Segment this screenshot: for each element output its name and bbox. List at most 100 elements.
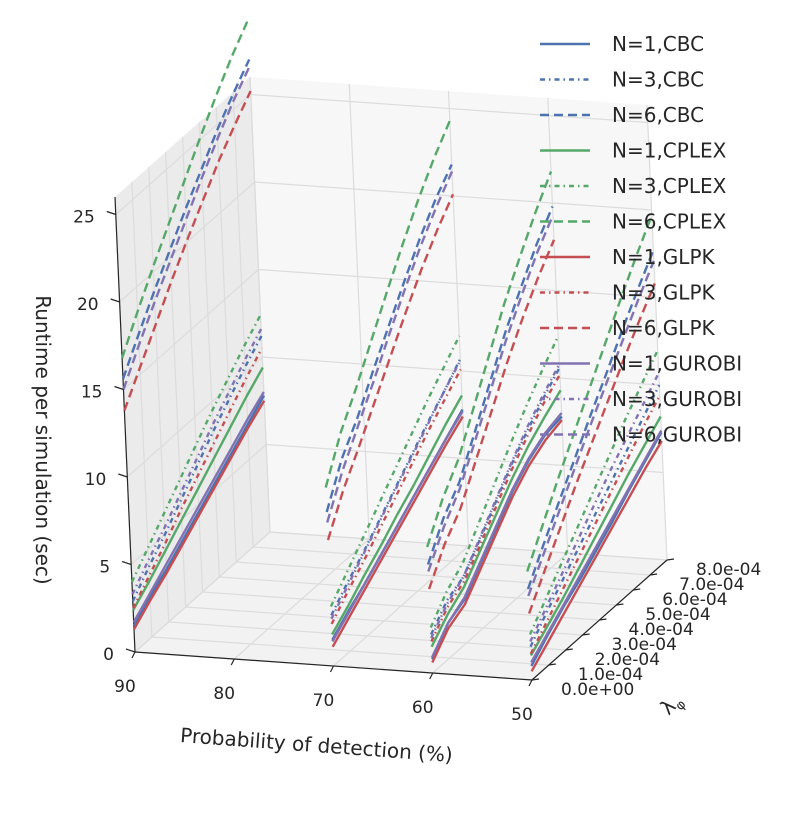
x-tick-label: 70 bbox=[313, 691, 335, 711]
series-line-pd-70 bbox=[326, 193, 455, 541]
series-line-pd-50 bbox=[529, 415, 662, 657]
y-tick-mark bbox=[582, 633, 590, 636]
series-line-pd-50 bbox=[530, 440, 663, 672]
x-tick-label: 90 bbox=[114, 677, 136, 697]
y-tick-label: 3.0e-04 bbox=[612, 635, 677, 655]
series-line-pd-60 bbox=[427, 214, 555, 572]
legend-label: N=1,GLPK bbox=[612, 245, 716, 269]
series-line-pd-70 bbox=[330, 368, 462, 625]
x-tick-mark bbox=[429, 672, 434, 680]
z-tick-mark bbox=[110, 298, 120, 303]
z-tick-mark bbox=[118, 473, 128, 478]
series-line-pd-90 bbox=[123, 90, 252, 411]
legend-item: N=3,CBC bbox=[540, 68, 704, 92]
grid-line bbox=[215, 106, 237, 563]
series-n-6-cbc bbox=[121, 58, 655, 590]
series-line-pd-70 bbox=[326, 171, 454, 523]
series-n-1-gurobi bbox=[132, 391, 663, 664]
series-n-3-cplex bbox=[130, 314, 659, 635]
y-tick-mark bbox=[666, 558, 675, 561]
y-tick-label: 0.0e+00 bbox=[561, 680, 634, 700]
series-line-pd-90 bbox=[132, 347, 263, 609]
grid-line bbox=[185, 606, 583, 636]
z-tick-label: 5 bbox=[99, 558, 110, 578]
y-tick-label: 8.0e-04 bbox=[696, 560, 761, 580]
legend-label: N=1,GUROBI bbox=[612, 352, 742, 376]
series-line-pd-60 bbox=[431, 419, 563, 664]
series-line-pd-50 bbox=[528, 349, 659, 635]
z-tick-label: 0 bbox=[103, 645, 114, 665]
series-line-pd-50 bbox=[529, 384, 661, 648]
series-line-pd-50 bbox=[527, 283, 656, 614]
grid-line bbox=[266, 443, 664, 474]
x-tick-mark bbox=[528, 679, 533, 687]
y-axis-label: λφ bbox=[655, 688, 689, 722]
x-tick-label: 50 bbox=[511, 705, 533, 725]
legend-label: N=1,CPLEX bbox=[612, 139, 727, 163]
series-line-pd-70 bbox=[329, 335, 461, 608]
y-tick-mark bbox=[633, 588, 641, 591]
y-tick-label: 4.0e-04 bbox=[629, 620, 694, 640]
series-line-pd-90 bbox=[132, 366, 264, 611]
legend-label: N=1,CBC bbox=[612, 32, 704, 56]
legend-item: N=1,GLPK bbox=[540, 245, 716, 269]
grid-line bbox=[148, 166, 170, 623]
x-axis-label: Probability of detection (%) bbox=[179, 723, 453, 767]
series-line-pd-90 bbox=[122, 65, 251, 390]
y-tick-label: 6.0e-04 bbox=[662, 590, 727, 610]
series-line-pd-90 bbox=[131, 328, 263, 595]
legend-label: N=3,CPLEX bbox=[612, 174, 727, 198]
y-tick-label: 7.0e-04 bbox=[679, 575, 744, 595]
z-tick-label: 15 bbox=[81, 383, 103, 403]
z-tick-mark bbox=[125, 648, 136, 653]
legend-item: N=6,GLPK bbox=[540, 316, 716, 340]
z-axis-line bbox=[114, 196, 136, 653]
tick-labels: 90 80 70 60 500.0e+001.0e-042.0e-043.0e-044.… bbox=[73, 208, 761, 726]
y-tick-mark bbox=[650, 573, 658, 576]
series-n-6-glpk bbox=[123, 90, 656, 614]
y-tick-mark bbox=[531, 678, 540, 681]
grid-line bbox=[131, 181, 153, 638]
series-line-pd-60 bbox=[426, 206, 554, 565]
series-line-pd-90 bbox=[130, 314, 262, 583]
series-line-pd-90 bbox=[132, 394, 266, 627]
legend-label: N=6,GUROBI bbox=[612, 423, 742, 447]
series-line-pd-90 bbox=[120, 20, 249, 359]
series-n-3-glpk bbox=[132, 347, 661, 655]
series-line-pd-90 bbox=[121, 58, 251, 380]
series-line-pd-60 bbox=[427, 239, 556, 590]
legend-item: N=6,CBC bbox=[540, 103, 704, 127]
y-tick-label: 2.0e-04 bbox=[595, 650, 660, 670]
x-tick-mark bbox=[230, 658, 235, 666]
series-line-pd-70 bbox=[324, 120, 451, 488]
series-line-pd-70 bbox=[330, 359, 462, 620]
grid-line bbox=[165, 151, 187, 608]
legend-label: N=6,CPLEX bbox=[612, 210, 727, 234]
series-line-pd-90 bbox=[131, 335, 263, 602]
y-tick-label: 1.0e-04 bbox=[578, 665, 643, 685]
series-n-3-gurobi bbox=[131, 328, 660, 643]
z-tick-label: 20 bbox=[77, 295, 99, 315]
grid-line bbox=[123, 269, 259, 390]
x-tick-label: 60 bbox=[412, 698, 434, 718]
z-tick-label: 25 bbox=[73, 208, 95, 228]
legend-item: N=3,GUROBI bbox=[540, 387, 742, 411]
x-tick-label: 80 bbox=[213, 684, 235, 704]
series-line-pd-70 bbox=[330, 358, 462, 616]
legend: N=1,CBC N=3,CBC N=6,CBC N=1,CPLEX N=3,CPLEX N… bbox=[540, 32, 742, 447]
series-line-pd-50 bbox=[527, 260, 655, 597]
z-tick-label: 10 bbox=[85, 470, 107, 490]
grid-line bbox=[250, 93, 648, 124]
z-tick-mark bbox=[106, 210, 116, 216]
grid-line bbox=[151, 636, 549, 666]
series-line-pd-70 bbox=[325, 163, 453, 513]
series-n-1-glpk bbox=[132, 400, 663, 672]
series-line-pd-90 bbox=[132, 400, 266, 630]
grid-line bbox=[249, 76, 271, 533]
x-tick-mark bbox=[329, 665, 335, 673]
grid-line bbox=[202, 591, 600, 621]
z-axis-label: Runtime per simulation (sec) bbox=[31, 295, 55, 584]
series-line-pd-50 bbox=[526, 249, 655, 590]
legend-label: N=3,CBC bbox=[612, 68, 704, 92]
series-line-pd-60 bbox=[430, 373, 561, 643]
